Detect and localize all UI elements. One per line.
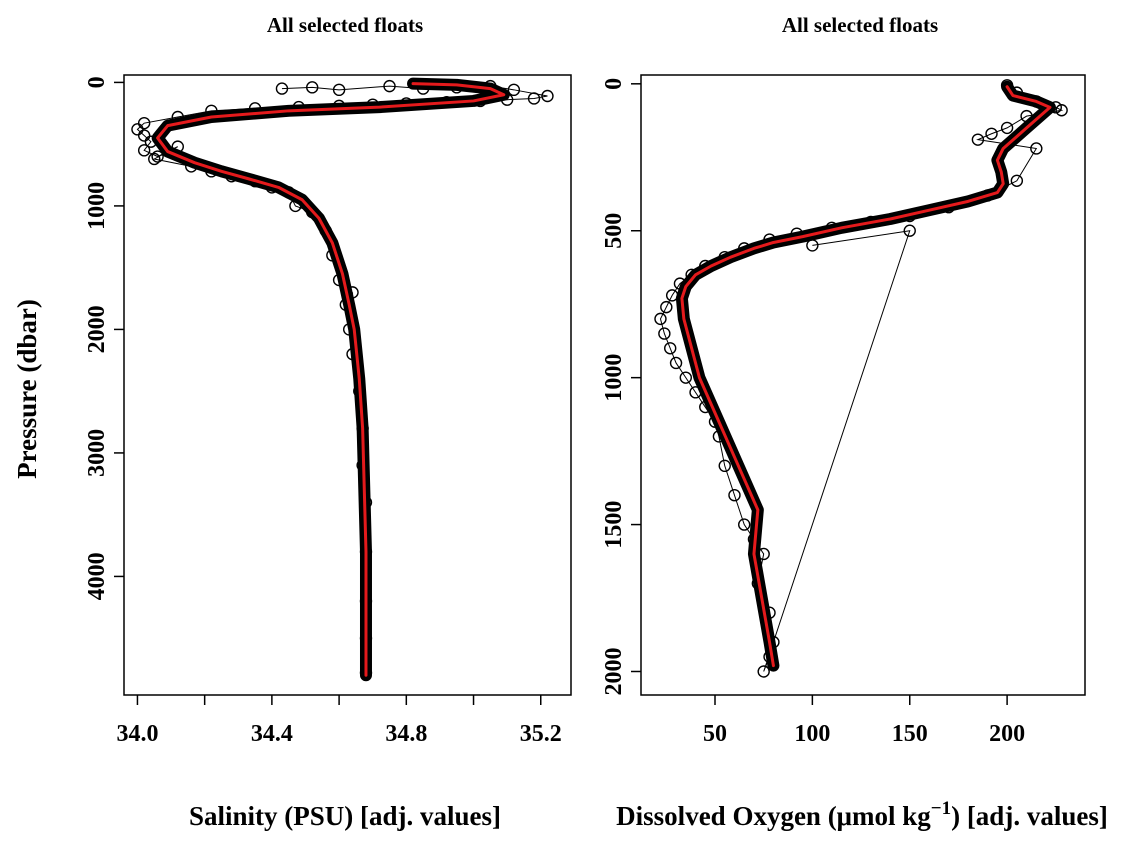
salinity-x-tick-label: 35.2: [520, 721, 562, 747]
oxygen-data-point: [903, 224, 916, 237]
oxygen-x-axis-label-suffix: ) [adj. values]: [951, 801, 1108, 831]
oxygen-x-axis: 50 100 150 200: [703, 695, 1025, 747]
salinity-data-point: [131, 123, 144, 136]
oxygen-x-axis-label-main: Dissolved Oxygen (μmol kg: [616, 801, 931, 831]
oxygen-data-point: [1000, 121, 1014, 135]
oxygen-y-tick-label: 1500: [601, 501, 627, 549]
salinity-y-tick-label: 3000: [84, 429, 110, 477]
oxygen-x-tick-label: 50: [703, 721, 727, 747]
oxygen-plot-frame: [640, 74, 1086, 696]
salinity-y-axis: 0 1000 2000 3000 4000: [84, 76, 124, 600]
salinity-x-tick-label: 34.4: [251, 721, 293, 747]
salinity-y-tick-label: 0: [84, 76, 110, 88]
oxygen-x-tick-label: 100: [794, 721, 830, 747]
oxygen-data-point: [728, 488, 741, 502]
oxygen-data-point: [669, 356, 683, 370]
salinity-observation-points: [131, 79, 554, 679]
oxygen-y-axis: 0 500 1000 1500 2000: [601, 78, 641, 695]
oxygen-y-tick-label: 2000: [601, 647, 627, 695]
oxygen-mean-line: [680, 85, 1052, 668]
salinity-chart-title: All selected floats: [267, 13, 423, 37]
oxygen-data-point: [985, 127, 998, 140]
oxygen-data-point: [658, 327, 671, 340]
oxygen-x-axis-label: Dissolved Oxygen (μmol kg−1) [adj. value…: [616, 798, 1108, 831]
oxygen-x-tick-label: 200: [989, 721, 1025, 747]
salinity-y-tick-label: 1000: [84, 182, 110, 230]
salinity-y-tick-label: 2000: [84, 305, 110, 353]
oxygen-y-tick-label: 1000: [601, 354, 627, 402]
salinity-observation-line: [136, 85, 548, 673]
oxygen-data-point: [718, 459, 731, 473]
salinity-data-point: [137, 129, 151, 142]
y-axis-label: Pressure (dbar): [12, 299, 42, 479]
salinity-data-point: [332, 83, 346, 97]
salinity-mean-line: [156, 82, 506, 677]
salinity-x-tick-label: 34.8: [385, 721, 427, 747]
oxygen-x-tick-label: 150: [892, 721, 928, 747]
oxygen-data-point: [1030, 142, 1043, 155]
oxygen-data-point: [757, 665, 770, 678]
oxygen-mean-profile: [675, 80, 1056, 672]
oxygen-data-point: [1055, 104, 1068, 117]
salinity-data-point: [306, 81, 319, 94]
salinity-data-point: [137, 116, 151, 130]
salinity-mean-profile: [151, 77, 510, 682]
salinity-y-tick-label: 4000: [84, 552, 110, 600]
salinity-x-axis: 34.0 34.4 34.8 35.2: [116, 695, 562, 747]
salinity-data-point: [541, 89, 554, 103]
oxygen-data-point: [679, 371, 692, 384]
oxygen-chart-title: All selected floats: [782, 13, 938, 37]
oxygen-panel: All selected floats 50 100 150 200 0 500 1000…: [601, 13, 1108, 831]
salinity-data-point: [151, 150, 164, 163]
salinity-data-point: [527, 92, 541, 105]
oxygen-x-axis-label-superscript: −1: [931, 798, 951, 819]
salinity-data-point: [137, 144, 151, 157]
salinity-plot-frame: [123, 74, 572, 696]
salinity-profile-envelope: [151, 77, 510, 682]
salinity-panel: All selected floats 34.0 34.4 34.8 35.2 0 10…: [84, 13, 572, 831]
oxygen-data-point: [971, 133, 985, 146]
oxygen-data-point: [660, 300, 673, 314]
salinity-data-point: [275, 82, 289, 95]
oxygen-profile-envelope: [675, 80, 1056, 672]
salinity-x-axis-label: Salinity (PSU) [adj. values]: [189, 801, 501, 831]
oxygen-data-point: [654, 312, 667, 326]
oxygen-y-tick-label: 500: [601, 213, 627, 249]
salinity-data-point: [507, 83, 521, 97]
oxygen-data-point: [738, 518, 751, 531]
salinity-data-point: [383, 79, 396, 93]
oxygen-y-tick-label: 0: [601, 78, 627, 90]
salinity-x-tick-label: 34.0: [116, 721, 158, 747]
salinity-data-point: [148, 152, 161, 166]
oxygen-data-point: [664, 342, 677, 355]
oxygen-data-point: [1010, 174, 1024, 187]
